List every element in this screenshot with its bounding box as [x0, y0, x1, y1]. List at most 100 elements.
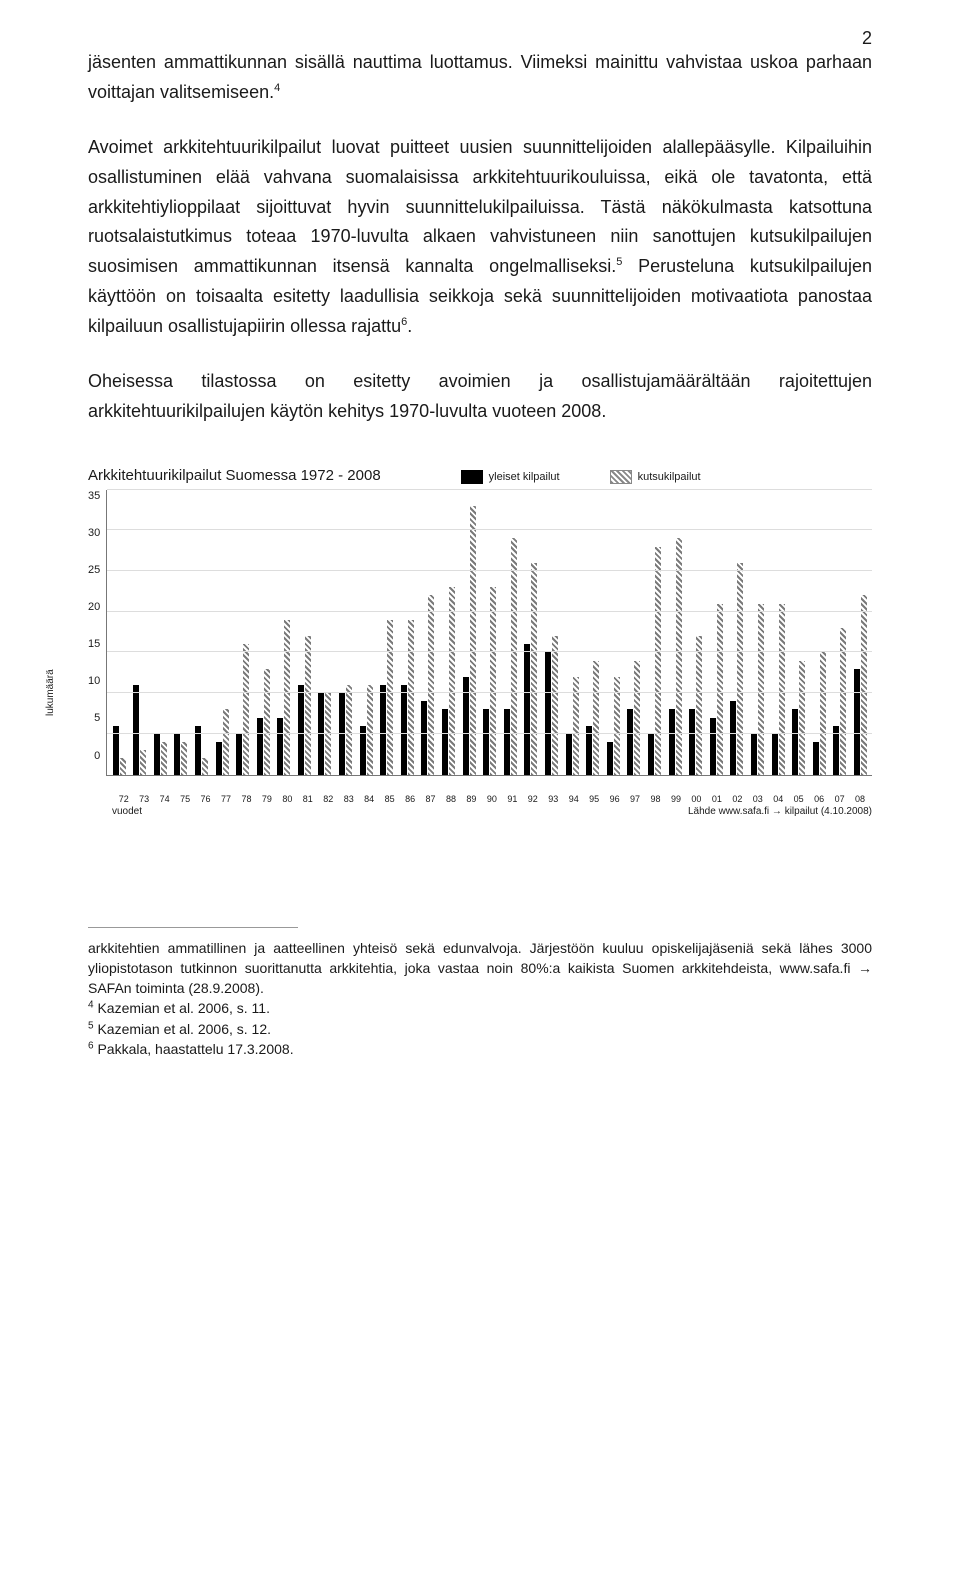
bar-solid: [792, 709, 798, 774]
paragraph-1-text: jäsenten ammattikunnan sisällä nauttima …: [88, 52, 872, 102]
xlabel: 84: [359, 790, 378, 804]
chart-legend: yleiset kilpailut kutsukilpailut: [461, 470, 701, 484]
bar-hatch: [140, 750, 146, 774]
xlabel: 01: [707, 790, 726, 804]
bar-solid: [607, 742, 613, 775]
bar-hatch: [717, 604, 723, 775]
year-group: [501, 490, 521, 775]
bar-hatch: [655, 547, 661, 775]
year-group: [583, 490, 603, 775]
gridline: [107, 570, 872, 571]
bar-solid: [216, 742, 222, 775]
year-group: [562, 490, 582, 775]
footnote-4-text: Kazemian et al. 2006, s. 11.: [94, 1000, 270, 1016]
bar-hatch: [758, 604, 764, 775]
gridline: [107, 651, 872, 652]
legend-item-solid: yleiset kilpailut: [461, 470, 560, 484]
year-group: [233, 490, 253, 775]
year-group: [521, 490, 541, 775]
xlabel: 93: [544, 790, 563, 804]
year-group: [706, 490, 726, 775]
bar-hatch: [531, 563, 537, 775]
ytick: 15: [88, 638, 100, 650]
year-group: [542, 490, 562, 775]
bar-solid: [648, 734, 654, 775]
xlabel: 81: [298, 790, 317, 804]
bar-hatch: [634, 661, 640, 775]
year-group: [212, 490, 232, 775]
footnote-continuation: arkkitehtien ammatillinen ja aatteelline…: [88, 938, 872, 999]
bar-hatch: [490, 587, 496, 774]
ytick: 25: [88, 564, 100, 576]
bar-solid: [277, 718, 283, 775]
year-group: [851, 490, 871, 775]
legend-label-solid: yleiset kilpailut: [489, 471, 560, 483]
bar-hatch: [593, 661, 599, 775]
bar-solid: [669, 709, 675, 774]
chart-plot: [106, 490, 872, 776]
xlabel: 76: [196, 790, 215, 804]
gridline: [107, 489, 872, 490]
xlabel: 02: [728, 790, 747, 804]
year-group: [624, 490, 644, 775]
xlabel: 89: [462, 790, 481, 804]
year-group: [686, 490, 706, 775]
bar-solid: [524, 644, 530, 774]
bar-solid: [236, 734, 242, 775]
bar-hatch: [181, 742, 187, 775]
footnote-rule: [88, 927, 298, 928]
bar-hatch: [408, 620, 414, 775]
xlabel: 95: [584, 790, 603, 804]
year-group: [459, 490, 479, 775]
xlabel: 88: [441, 790, 460, 804]
footnote-5-text: Kazemian et al. 2006, s. 12.: [94, 1021, 271, 1037]
footnote-6-text: Pakkala, haastattelu 17.3.2008.: [94, 1041, 294, 1057]
bar-solid: [257, 718, 263, 775]
bar-hatch: [305, 636, 311, 774]
bar-solid: [154, 734, 160, 775]
bar-solid: [751, 734, 757, 775]
paragraph-2-text-c: .: [407, 316, 412, 336]
bar-solid: [772, 734, 778, 775]
footnote-4: 4 Kazemian et al. 2006, s. 11.: [88, 998, 872, 1018]
xlabel: 03: [748, 790, 767, 804]
xlabel: 85: [380, 790, 399, 804]
xlabel: 05: [789, 790, 808, 804]
bar-solid: [133, 685, 139, 775]
xlabel: 82: [319, 790, 338, 804]
bar-solid: [566, 734, 572, 775]
ytick: 5: [94, 712, 100, 724]
document-page: 2 jäsenten ammattikunnan sisällä nauttim…: [0, 0, 960, 1592]
xlabel: 90: [482, 790, 501, 804]
year-group: [768, 490, 788, 775]
ytick: 0: [94, 750, 100, 762]
bar-hatch: [264, 669, 270, 775]
legend-swatch-solid: [461, 470, 483, 484]
gridline: [107, 529, 872, 530]
year-group: [830, 490, 850, 775]
footnote-5: 5 Kazemian et al. 2006, s. 12.: [88, 1019, 872, 1039]
year-group: [377, 490, 397, 775]
bar-hatch: [799, 661, 805, 775]
bar-hatch: [449, 587, 455, 774]
bar-hatch: [676, 538, 682, 774]
xlabel: 06: [809, 790, 828, 804]
chart-xaxis-row2: vuodet Lähde www.safa.fi → kilpailut (4.…: [112, 804, 872, 817]
bar-hatch: [367, 685, 373, 775]
bar-hatch: [840, 628, 846, 775]
bar-hatch: [223, 709, 229, 774]
xlabel: 07: [830, 790, 849, 804]
bar-solid: [710, 718, 716, 775]
bar-hatch: [470, 506, 476, 775]
xlabel: 96: [605, 790, 624, 804]
year-group: [253, 490, 273, 775]
ytick: 30: [88, 527, 100, 539]
xlabel: 78: [237, 790, 256, 804]
chart-xlabels: 7273747576777879808182838485868788899091…: [112, 790, 872, 804]
xlabel: 99: [666, 790, 685, 804]
ytick: 10: [88, 675, 100, 687]
bar-solid: [627, 709, 633, 774]
xlabel: 79: [257, 790, 276, 804]
year-group: [109, 490, 129, 775]
bar-solid: [545, 652, 551, 774]
